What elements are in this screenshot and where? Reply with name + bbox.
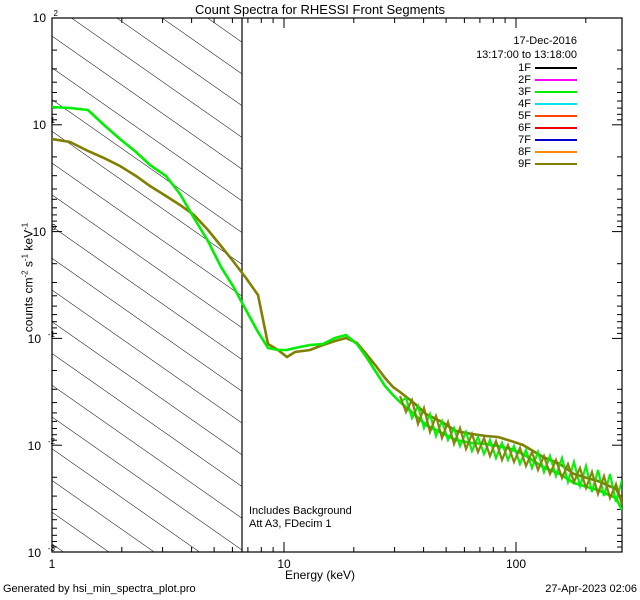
legend-item: 2F [477,74,577,86]
legend-label-6F: 6F [518,122,531,134]
legend-swatch-3F [535,91,577,93]
svg-text:10: 10 [33,11,47,25]
svg-text:1: 1 [49,557,56,571]
svg-text:10: 10 [28,332,42,346]
y-axis-ticks [52,17,622,553]
legend-item: 6F [477,122,577,134]
observation-datetime: 17-Dec-2016 13:17:00 to 13:18:00 [476,34,577,62]
legend-label-3F: 3F [518,86,531,98]
hatched-threshold-region [52,18,242,552]
legend-item: 9F [477,158,577,170]
svg-text:2: 2 [54,9,59,18]
legend-item: 7F [477,134,577,146]
annotation-background: Includes Background [249,505,352,517]
legend-swatch-7F [535,139,577,141]
legend-item: 4F [477,98,577,110]
x-axis-label: Energy (keV) [284,568,356,582]
svg-text:10: 10 [28,546,42,560]
plot-annotations: Includes Background Att A3, FDecim 1 [249,505,352,531]
svg-text:10: 10 [277,557,291,571]
plot-frame [51,17,623,553]
svg-text:-3: -3 [48,544,56,553]
legend-item: 3F [477,86,577,98]
legend-swatch-4F [535,103,577,105]
legend-swatch-6F [535,127,577,129]
svg-text:10: 10 [33,118,47,132]
svg-text:1: 1 [51,116,56,125]
legend-item: 8F [477,146,577,158]
legend-swatch-9F [535,163,577,165]
legend-swatch-8F [535,151,577,153]
legend-label-5F: 5F [518,110,531,122]
annotation-attenuator: Att A3, FDecim 1 [249,518,332,530]
legend-swatch-2F [535,79,577,81]
high-energy-noise [398,395,622,506]
svg-text:100: 100 [506,557,526,571]
observation-date: 17-Dec-2016 [513,35,577,47]
legend-swatch-1F [535,67,577,69]
legend-label-2F: 2F [518,74,531,86]
svg-text:0: 0 [52,223,57,232]
series-9F [52,137,622,501]
legend-label-4F: 4F [518,98,531,110]
y-axis-label: counts cm-2 s-1 keV-1 [20,222,36,333]
legend-swatch-5F [535,115,577,117]
svg-text:10: 10 [33,225,47,239]
page-title: Count Spectra for RHESSI Front Segments [195,2,445,17]
legend-label-7F: 7F [518,134,531,146]
legend-item: 5F [477,110,577,122]
x-tick-labels: 1 10 100 [49,557,527,571]
y-tick-labels: 10 2 10 1 10 0 10 -1 10 -2 10 -3 [28,9,59,560]
svg-text:10: 10 [28,439,42,453]
footer-generated-by: Generated by hsi_min_spectra_plot.pro [3,583,196,595]
x-axis-ticks [51,18,587,552]
legend: 1F 2F 3F 4F 5F 6F 7F 8F [477,62,577,170]
legend-label-8F: 8F [518,146,531,158]
legend-item: 1F [477,62,577,74]
svg-text:-1: -1 [48,330,56,339]
legend-label-9F: 9F [518,158,531,170]
svg-text:-2: -2 [48,437,56,446]
legend-label-1F: 1F [518,62,531,74]
observation-time-range: 13:17:00 to 13:18:00 [476,49,577,61]
footer-timestamp: 27-Apr-2023 02:06 [545,583,637,595]
